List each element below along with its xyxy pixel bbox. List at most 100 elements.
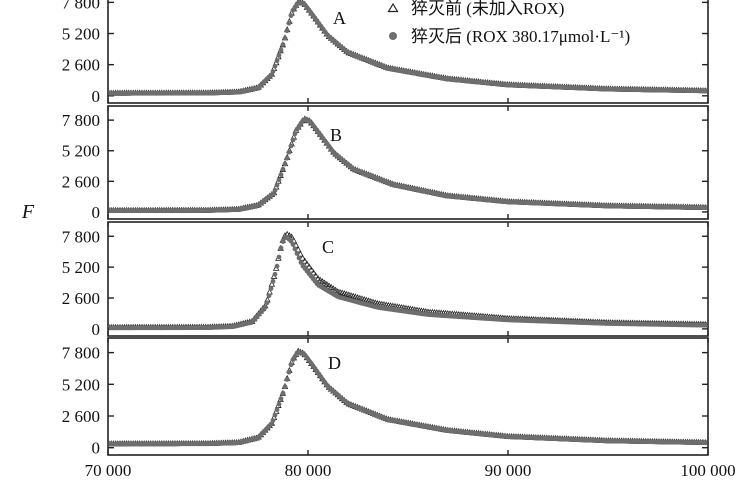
data-point-circle <box>270 69 276 74</box>
data-point-circle <box>280 166 286 172</box>
data-point-circle <box>284 377 290 382</box>
series-before-quench <box>109 115 707 213</box>
y-tick-label: 5 200 <box>62 142 100 161</box>
data-point-circle <box>268 72 274 78</box>
series-before-quench <box>109 230 707 330</box>
legend: 猝灭前 (未加入ROX) 猝灭后 (ROX 380.17μmol·L⁻¹) <box>387 0 630 46</box>
legend-entry: 猝灭前 (未加入ROX) <box>387 0 564 18</box>
data-point-circle <box>704 322 707 328</box>
data-point-circle <box>274 58 280 64</box>
panel-data <box>109 347 707 447</box>
panel-frame <box>107 337 709 456</box>
data-point-circle <box>704 440 707 446</box>
data-point-circle <box>704 205 707 211</box>
legend-label: 猝灭后 (ROX 380.17μmol·L⁻¹) <box>411 27 630 46</box>
data-point-circle <box>274 182 280 188</box>
y-tick-label: 5 200 <box>62 258 100 277</box>
data-point-circle <box>292 246 298 252</box>
panel-label: C <box>322 237 334 257</box>
data-point-circle <box>268 421 274 427</box>
data-point-circle <box>270 418 276 423</box>
panel-frame <box>107 0 709 104</box>
panel-data <box>109 0 707 96</box>
y-tick-label: 0 <box>92 87 101 106</box>
panel-label: A <box>333 8 346 28</box>
y-tick-label: 2 600 <box>62 407 100 426</box>
data-point-circle <box>704 88 707 94</box>
y-tick-label: 5 200 <box>62 375 100 394</box>
legend-triangle-marker <box>387 2 399 13</box>
series-after-quench <box>109 349 707 447</box>
data-point-circle <box>274 407 280 413</box>
data-point-circle <box>280 42 286 48</box>
panel-d: 0 2 600 5 200 7 800 D <box>62 337 709 458</box>
data-point-circle <box>286 149 292 155</box>
data-point-circle <box>280 239 286 244</box>
y-tick-label: 0 <box>92 320 101 339</box>
y-axis-title: F <box>21 201 35 223</box>
data-point-circle <box>278 47 284 53</box>
data-point-circle <box>294 251 300 256</box>
data-point-circle <box>276 177 282 183</box>
data-point-circle <box>272 63 278 69</box>
y-tick-label: 7 800 <box>62 111 100 130</box>
data-point-circle <box>284 28 290 34</box>
data-point-triangle <box>301 257 309 264</box>
y-tick-label: 2 600 <box>62 172 100 191</box>
data-point-circle <box>268 286 274 291</box>
x-axis-layer: 70 000 80 000 90 000 100 000 <box>85 461 736 480</box>
data-point-triangle <box>310 269 317 276</box>
data-point-circle <box>278 396 284 402</box>
x-tick-label: 90 000 <box>485 461 532 480</box>
data-point-triangle <box>303 260 311 267</box>
y-tick-label: 2 600 <box>62 289 100 308</box>
y-tick-label: 7 800 <box>62 0 100 12</box>
data-point-circle <box>276 52 282 58</box>
data-point-circle <box>266 293 272 299</box>
y-tick-label: 5 200 <box>62 25 100 44</box>
data-point-triangle <box>312 272 320 279</box>
series-after-quench <box>109 116 707 214</box>
series-before-quench <box>109 347 707 447</box>
data-point-circle <box>278 172 284 177</box>
data-point-circle <box>280 390 286 396</box>
data-point-circle <box>284 155 290 161</box>
data-point-circle <box>296 255 302 261</box>
panel-label: B <box>330 125 342 145</box>
data-point-circle <box>292 131 298 137</box>
data-point-circle <box>278 245 284 251</box>
y-tick-label: 7 800 <box>62 227 100 246</box>
series-after-quench <box>109 234 707 331</box>
data-point-circle <box>288 362 294 368</box>
data-point-circle <box>262 305 268 310</box>
y-tick-label: 7 800 <box>62 344 100 363</box>
data-point-circle <box>290 242 296 247</box>
panel-label: D <box>328 353 341 373</box>
y-tick-label: 0 <box>92 439 101 458</box>
data-point-circle <box>264 300 270 306</box>
panels-layer: 0 2 600 5 200 7 800 A 0 2 600 5 200 7 800 B 0 2 600… <box>62 0 709 458</box>
panel-frame <box>107 221 709 337</box>
panel-b: 0 2 600 5 200 7 800 B <box>62 105 709 222</box>
data-point-triangle <box>308 266 315 273</box>
panel-data <box>109 230 707 331</box>
data-point-circle <box>270 278 276 284</box>
data-point-circle <box>272 188 278 193</box>
data-point-circle <box>288 143 294 149</box>
data-point-circle <box>282 384 288 390</box>
data-point-circle <box>272 271 278 277</box>
data-point-circle <box>274 263 280 269</box>
panel-data <box>109 115 707 214</box>
series-after-quench <box>109 0 707 96</box>
x-tick-label: 80 000 <box>285 461 332 480</box>
legend-entry: 猝灭后 (ROX 380.17μmol·L⁻¹) <box>389 27 630 46</box>
data-point-circle <box>286 20 292 26</box>
panel-a: 0 2 600 5 200 7 800 A <box>62 0 709 106</box>
data-point-circle <box>290 137 296 143</box>
data-point-circle <box>276 401 282 407</box>
data-point-circle <box>272 412 278 418</box>
data-point-circle <box>282 161 288 167</box>
panel-c: 0 2 600 5 200 7 800 C <box>62 221 709 339</box>
data-point-triangle <box>305 263 313 270</box>
